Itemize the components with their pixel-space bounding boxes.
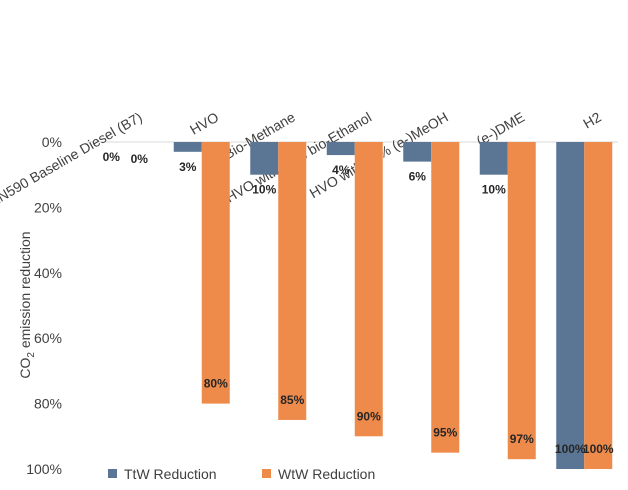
bar-ttw <box>479 142 508 175</box>
bar-wtw <box>507 142 536 460</box>
data-label-ttw: 10% <box>482 183 506 197</box>
legend-swatch-wtw <box>262 469 271 478</box>
data-labels: 0% 0% 3% 80% 10% 85% 4% 90% 6% 95% 10% 97% 100%100% <box>103 150 614 456</box>
bar-wtw <box>354 142 383 437</box>
bar-ttw <box>326 142 355 156</box>
bars <box>173 142 613 469</box>
y-axis-label-subscript: 2 <box>26 352 37 358</box>
category-label: EN590 Baseline Diesel (B7) <box>0 109 145 210</box>
legend-label-ttw: TtW Reduction <box>124 466 217 482</box>
data-label-ttw: 6% <box>409 170 427 184</box>
y-axis-label-main: CO <box>17 357 33 378</box>
data-label-ttw: 10% <box>252 183 276 197</box>
category-label: H2 <box>580 109 604 132</box>
category-label: HVO <box>187 109 221 138</box>
bar-ttw <box>556 142 585 469</box>
y-tick-label: 20% <box>34 199 62 215</box>
bar-ttw <box>250 142 279 175</box>
data-label-ttw: 100% <box>555 442 586 456</box>
y-tick-label: 60% <box>34 330 62 346</box>
y-tick-label: 0% <box>42 134 62 150</box>
data-label-ttw: 3% <box>179 160 197 174</box>
bar-ttw <box>403 142 432 162</box>
bar-wtw <box>278 142 307 420</box>
data-label-wtw: 97% <box>510 432 534 446</box>
y-axis-label-rest: emission reduction <box>17 231 33 352</box>
y-tick-label: 100% <box>26 461 62 477</box>
legend-label-wtw: WtW Reduction <box>278 466 375 482</box>
data-label-wtw: 85% <box>280 393 304 407</box>
data-label-wtw: 80% <box>204 377 228 391</box>
legend: TtW Reduction WtW Reduction <box>108 466 375 482</box>
data-label-wtw: 90% <box>357 409 381 423</box>
bar-ttw <box>173 142 202 152</box>
y-tick-label: 40% <box>34 265 62 281</box>
bar-wtw <box>584 142 613 469</box>
y-tick-label: 80% <box>34 396 62 412</box>
data-label-ttw: 0% <box>103 150 121 164</box>
y-axis-ticks: 0% 20% 40% 60% 80% 100% <box>26 134 62 477</box>
y-axis-label: CO2 emission reduction <box>17 231 37 378</box>
bar-wtw <box>431 142 460 453</box>
data-label-wtw: 100% <box>583 442 614 456</box>
legend-swatch-ttw <box>108 469 117 478</box>
bar-wtw <box>201 142 230 404</box>
data-label-wtw: 0% <box>131 152 149 166</box>
data-label-ttw: 4% <box>332 163 350 177</box>
data-label-wtw: 95% <box>433 426 457 440</box>
